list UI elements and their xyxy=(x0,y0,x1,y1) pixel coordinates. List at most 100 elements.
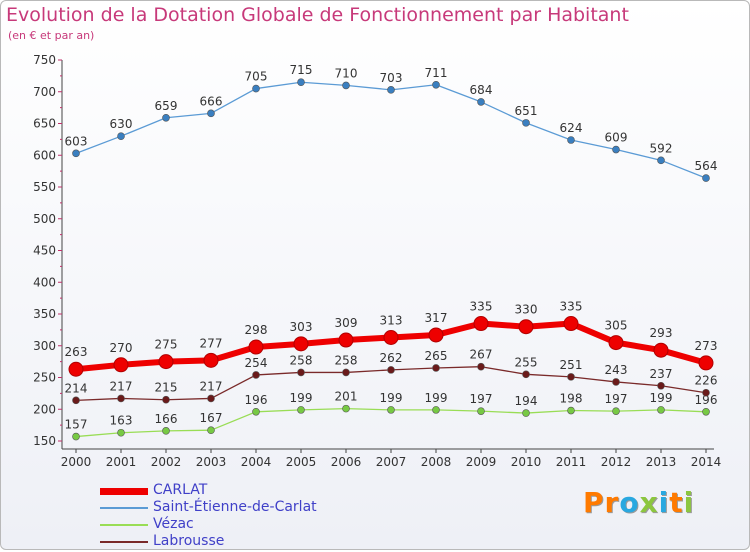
data-point xyxy=(117,394,125,403)
data-label: 684 xyxy=(470,83,493,97)
x-tick-label: 2014 xyxy=(691,455,722,469)
data-label: 254 xyxy=(245,356,268,370)
data-point xyxy=(432,364,440,372)
x-tick-label: 2004 xyxy=(241,455,272,469)
data-label: 270 xyxy=(110,341,133,355)
data-point xyxy=(158,354,174,370)
data-point xyxy=(72,432,80,441)
y-tick-label: 750 xyxy=(33,53,56,67)
data-point xyxy=(657,156,665,165)
data-label: 199 xyxy=(290,391,313,405)
data-point xyxy=(162,395,170,404)
proxiti-logo: Proxiti xyxy=(583,486,695,519)
data-label: 592 xyxy=(650,141,673,155)
legend-swatch xyxy=(100,487,148,495)
data-label: 335 xyxy=(470,300,493,314)
y-tick-label: 250 xyxy=(33,371,56,385)
data-point xyxy=(117,428,125,437)
x-tick-label: 2008 xyxy=(421,455,452,469)
data-point xyxy=(203,352,219,368)
data-point xyxy=(387,406,395,414)
data-point xyxy=(297,368,305,377)
y-tick-label: 500 xyxy=(33,212,56,226)
data-label: 217 xyxy=(110,379,133,393)
data-label: 666 xyxy=(200,94,223,108)
data-label: 624 xyxy=(560,121,583,135)
data-label: 313 xyxy=(380,313,403,327)
y-tick-label: 150 xyxy=(33,434,56,448)
data-point xyxy=(162,427,170,435)
data-point xyxy=(342,404,350,413)
data-point xyxy=(612,378,620,386)
data-label: 251 xyxy=(560,358,583,372)
data-point xyxy=(612,407,620,415)
legend-swatch xyxy=(100,507,148,509)
data-point xyxy=(657,381,665,390)
data-label: 258 xyxy=(335,353,358,367)
data-point xyxy=(612,145,620,154)
data-label: 194 xyxy=(515,394,538,408)
data-label: 273 xyxy=(695,339,718,353)
data-point xyxy=(608,335,624,351)
data-point xyxy=(522,119,530,127)
data-label: 651 xyxy=(515,104,538,118)
chart-title: Evolution de la Dotation Globale de Fonc… xyxy=(6,4,629,26)
data-point xyxy=(477,362,485,371)
x-tick-label: 2007 xyxy=(376,455,407,469)
data-label: 198 xyxy=(560,392,583,406)
data-label: 201 xyxy=(335,390,358,404)
x-tick-label: 2010 xyxy=(511,455,542,469)
data-point xyxy=(428,327,444,343)
series-carlat: 263 270 275 277 298 303 309 313 317 335 330 335 305 2… xyxy=(65,300,718,377)
data-point xyxy=(702,388,710,397)
data-label: 217 xyxy=(200,379,223,393)
data-label: 659 xyxy=(155,99,178,113)
data-point xyxy=(162,113,170,122)
data-label: 609 xyxy=(605,131,628,145)
data-point xyxy=(252,84,260,93)
legend-label: Vézac xyxy=(153,516,194,532)
data-point xyxy=(522,370,530,379)
data-point xyxy=(473,316,489,332)
data-label: 711 xyxy=(425,66,448,80)
data-point xyxy=(207,109,215,118)
data-label: 196 xyxy=(245,393,268,407)
data-label: 199 xyxy=(650,391,673,405)
x-tick-label: 2002 xyxy=(151,455,182,469)
data-point xyxy=(207,426,215,435)
data-point xyxy=(387,366,395,374)
data-point xyxy=(297,406,305,414)
series-saint-tienne-de-carlat: 603 630 659 666 705 715 710 703 711 684 651 624 609 5… xyxy=(65,63,717,182)
data-label: 199 xyxy=(380,391,403,405)
x-tick-label: 2013 xyxy=(646,455,677,469)
data-point xyxy=(432,406,440,414)
data-label: 703 xyxy=(380,71,403,85)
data-point xyxy=(518,319,534,335)
data-label: 214 xyxy=(65,381,88,395)
data-point xyxy=(383,329,399,345)
y-tick-label: 350 xyxy=(33,307,56,321)
data-label: 630 xyxy=(110,117,133,131)
y-tick-label: 450 xyxy=(33,244,56,258)
chart-subtitle: (en € et par an) xyxy=(8,29,95,42)
data-point xyxy=(342,368,350,377)
data-label: 255 xyxy=(515,355,538,369)
y-tick-label: 400 xyxy=(33,275,56,289)
data-label: 226 xyxy=(695,374,718,388)
data-point xyxy=(567,373,575,381)
data-label: 335 xyxy=(560,300,583,314)
data-point xyxy=(338,332,354,348)
data-point xyxy=(117,132,125,140)
legend-label: Saint-Étienne-de-Carlat xyxy=(153,499,317,515)
data-label: 166 xyxy=(155,412,178,426)
x-tick-label: 2006 xyxy=(331,455,362,469)
data-label: 199 xyxy=(425,391,448,405)
data-point xyxy=(702,407,710,416)
data-label: 263 xyxy=(65,345,88,359)
data-label: 705 xyxy=(245,70,268,84)
x-tick-label: 2011 xyxy=(556,455,587,469)
data-point xyxy=(653,342,669,358)
data-point xyxy=(522,409,530,417)
data-point xyxy=(432,80,440,89)
